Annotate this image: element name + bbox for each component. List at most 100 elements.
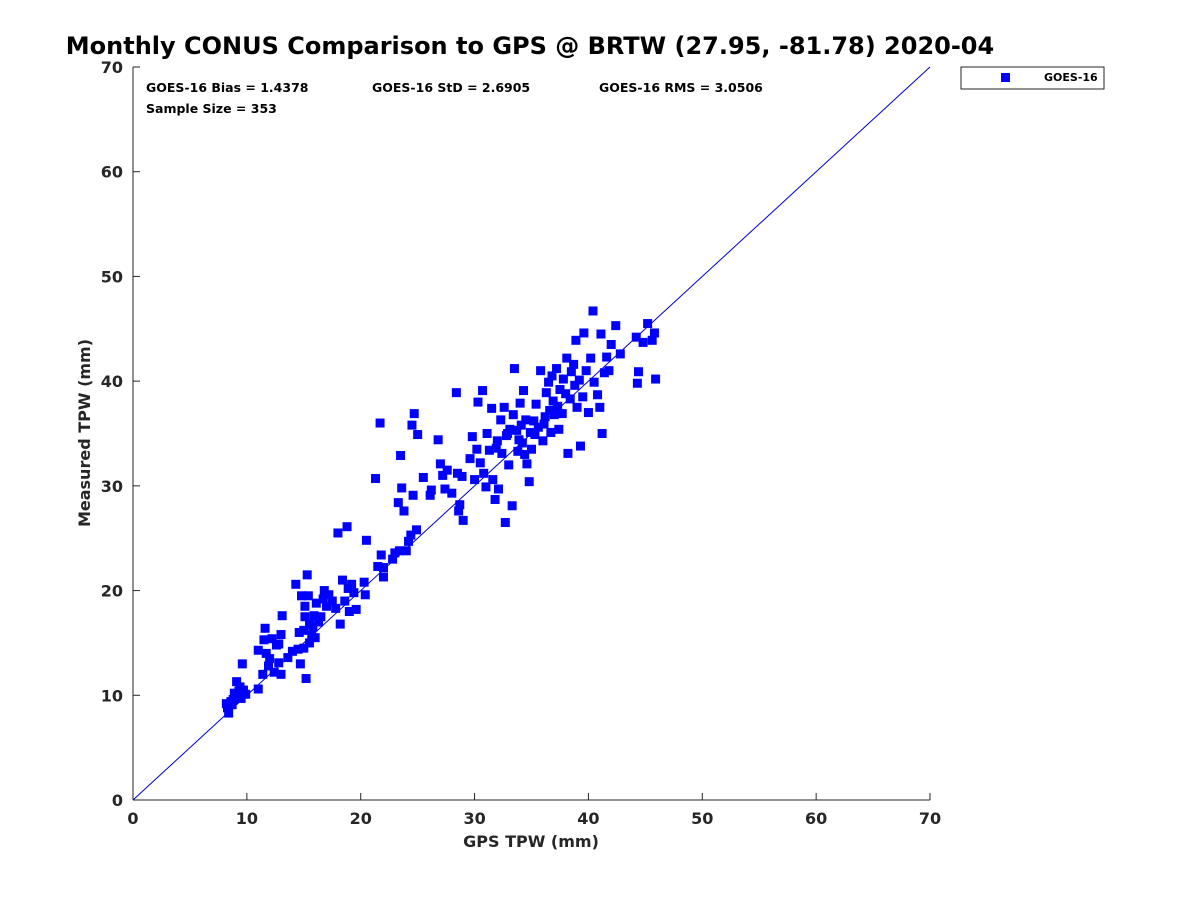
x-axis-label: GPS TPW (mm): [463, 832, 599, 851]
std-annotation: GOES-16 StD = 2.6905: [372, 80, 530, 95]
data-point: [269, 667, 279, 677]
data-point: [359, 577, 369, 587]
bias-annotation: GOES-16 Bias = 1.4378: [146, 80, 308, 95]
data-point: [539, 419, 549, 429]
data-point: [397, 483, 407, 493]
data-point: [349, 588, 359, 598]
data-point: [615, 349, 625, 359]
data-point: [261, 648, 271, 658]
data-point: [547, 371, 557, 381]
data-point: [492, 436, 502, 446]
data-point: [488, 475, 498, 485]
data-point: [554, 424, 564, 434]
data-point: [260, 623, 270, 633]
data-point: [327, 596, 337, 606]
data-point: [301, 674, 311, 684]
data-point: [478, 386, 488, 396]
data-point: [265, 654, 275, 664]
data-point: [253, 645, 263, 655]
data-point: [314, 617, 324, 627]
data-point: [611, 321, 621, 331]
data-point: [237, 659, 247, 669]
data-point: [643, 319, 653, 329]
data-point: [472, 444, 482, 454]
x-tick-label: 60: [805, 809, 827, 828]
data-point: [578, 392, 588, 402]
data-point: [583, 408, 593, 418]
data-point: [300, 601, 310, 611]
data-point: [302, 570, 312, 580]
data-point: [519, 386, 529, 396]
data-point: [529, 416, 539, 426]
chart-title: Monthly CONUS Comparison to GPS @ BRTW (…: [66, 32, 994, 60]
data-point: [310, 633, 320, 643]
data-point: [407, 420, 417, 430]
y-tick-label: 10: [101, 686, 123, 705]
data-point: [401, 546, 411, 556]
rms-annotation: GOES-16 RMS = 3.0506: [599, 80, 763, 95]
data-point: [507, 501, 517, 511]
data-point: [458, 515, 468, 525]
data-point: [606, 339, 616, 349]
data-point: [482, 429, 492, 438]
x-tick-label: 20: [350, 809, 372, 828]
data-point: [433, 435, 443, 445]
data-point: [481, 482, 491, 492]
data-point: [409, 409, 419, 419]
data-point: [274, 658, 284, 668]
data-point: [487, 403, 497, 413]
data-point: [499, 402, 509, 412]
data-point: [632, 378, 642, 388]
data-point: [497, 448, 507, 458]
data-point: [562, 353, 572, 363]
data-point: [408, 490, 418, 500]
data-point: [438, 470, 448, 480]
data-point: [571, 335, 581, 345]
data-point: [521, 415, 531, 425]
data-point: [361, 535, 371, 545]
legend-marker-square: [1001, 73, 1010, 82]
y-tick-label: 50: [101, 267, 123, 286]
data-point: [303, 591, 313, 601]
data-point: [493, 484, 503, 494]
data-point: [360, 590, 370, 600]
data-point: [371, 474, 381, 484]
x-tick-label: 40: [577, 809, 599, 828]
data-point: [287, 646, 297, 656]
data-point: [579, 328, 589, 338]
data-point: [311, 598, 321, 608]
data-point: [544, 377, 554, 387]
data-point: [347, 579, 357, 589]
data-point: [299, 625, 309, 635]
data-point: [565, 394, 575, 404]
data-point: [536, 366, 546, 376]
data-point: [291, 579, 301, 589]
data-point: [340, 596, 350, 606]
data-point: [557, 409, 567, 419]
data-point: [274, 639, 284, 649]
y-tick-label: 40: [101, 372, 123, 391]
data-point: [589, 377, 599, 387]
data-point: [552, 364, 562, 374]
data-point: [294, 627, 304, 637]
data-point: [447, 488, 457, 498]
data-point: [522, 459, 532, 469]
data-point: [308, 622, 318, 632]
y-tick-label: 60: [101, 163, 123, 182]
data-point: [267, 634, 277, 644]
data-point: [512, 425, 522, 435]
data-point: [597, 429, 607, 438]
data-point: [324, 590, 334, 600]
data-point: [300, 612, 310, 622]
data-point: [513, 446, 523, 456]
x-tick-label: 50: [691, 809, 713, 828]
data-point: [342, 522, 352, 532]
data-point: [496, 415, 506, 425]
data-point: [569, 359, 579, 369]
data-point: [586, 353, 596, 363]
data-point: [546, 427, 556, 437]
data-point: [442, 465, 452, 475]
data-point: [545, 405, 555, 415]
y-tick-label: 20: [101, 582, 123, 601]
data-point: [406, 530, 416, 540]
